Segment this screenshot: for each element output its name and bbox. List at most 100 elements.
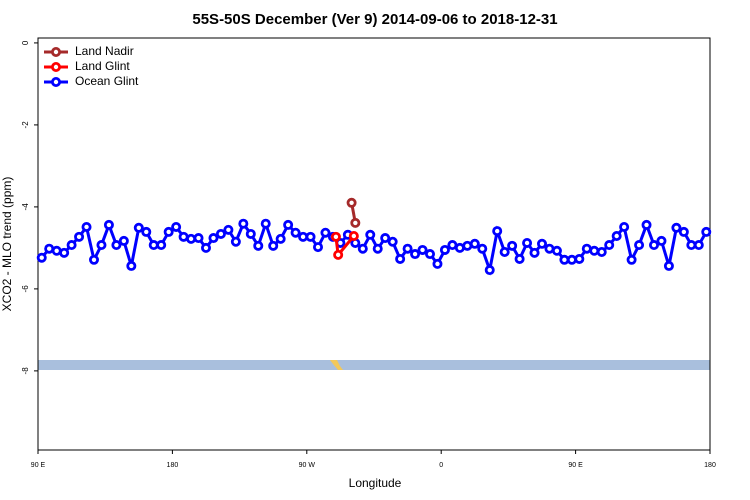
point	[395, 253, 406, 264]
point	[238, 218, 249, 229]
point	[111, 240, 122, 251]
point	[671, 222, 682, 233]
legend-label: Land Nadir	[75, 44, 134, 58]
point	[305, 231, 316, 242]
point	[417, 244, 428, 255]
y-tick-label: -8	[21, 367, 30, 375]
point	[186, 233, 197, 244]
legend-label: Ocean Glint	[75, 74, 139, 88]
x-tick-label: 90 W	[299, 462, 316, 469]
x-tick-label: 0	[439, 462, 443, 469]
point	[649, 240, 660, 251]
point	[439, 244, 450, 255]
y-tick-label: 0	[21, 40, 30, 45]
point	[469, 238, 480, 249]
point	[89, 254, 100, 265]
point	[424, 249, 435, 260]
point	[492, 226, 503, 237]
point	[514, 253, 525, 264]
point	[656, 235, 667, 246]
point	[126, 260, 137, 271]
point	[574, 253, 585, 264]
point	[163, 226, 174, 237]
point	[96, 240, 107, 251]
map-strip	[38, 360, 710, 370]
y-axis-label: XCO2 - MLO trend (ppm)	[0, 177, 14, 312]
plot-frame	[37, 37, 711, 451]
point	[253, 240, 264, 251]
point	[141, 226, 152, 237]
point	[118, 235, 129, 246]
point	[499, 246, 510, 257]
point	[626, 254, 637, 265]
point	[589, 245, 600, 256]
point	[484, 265, 495, 276]
point	[171, 221, 182, 232]
point	[350, 217, 361, 228]
point	[619, 221, 630, 232]
point	[529, 247, 540, 258]
point	[103, 219, 114, 230]
point	[402, 243, 413, 254]
point	[522, 237, 533, 248]
point	[346, 197, 357, 208]
legend-marker	[51, 77, 62, 88]
point	[357, 243, 368, 254]
chart-title: 55S-50S December (Ver 9) 2014-09-06 to 2…	[192, 11, 557, 28]
point	[268, 240, 279, 251]
map-land	[330, 360, 343, 370]
point	[663, 260, 674, 271]
point	[215, 228, 226, 239]
point	[66, 240, 77, 251]
point	[477, 243, 488, 254]
point	[678, 226, 689, 237]
point	[551, 245, 562, 256]
x-tick-label: 90 E	[31, 462, 46, 469]
point	[387, 236, 398, 247]
point	[320, 227, 331, 238]
point	[260, 218, 271, 229]
point	[223, 224, 234, 235]
point	[507, 240, 518, 251]
point	[701, 226, 712, 237]
point	[641, 219, 652, 230]
point	[245, 228, 256, 239]
point	[312, 242, 323, 253]
point	[156, 240, 167, 251]
point	[81, 221, 92, 232]
legend-marker	[51, 47, 62, 58]
point	[372, 243, 383, 254]
point	[611, 231, 622, 242]
point	[208, 233, 219, 244]
point	[348, 231, 359, 242]
x-axis-label: Longitude	[349, 476, 402, 490]
point	[36, 252, 47, 263]
point	[693, 240, 704, 251]
y-tick-label: -6	[21, 285, 30, 293]
x-tick-label: 180	[704, 462, 716, 469]
point	[193, 233, 204, 244]
point	[133, 222, 144, 233]
point	[330, 231, 341, 242]
point	[200, 242, 211, 253]
x-tick-label: 180	[167, 462, 179, 469]
y-tick-label: -4	[21, 203, 30, 211]
point	[604, 240, 615, 251]
point	[380, 233, 391, 244]
point	[333, 249, 344, 260]
point	[410, 249, 421, 260]
y-tick-label: -2	[21, 121, 30, 129]
x-tick-label: 90 E	[568, 462, 583, 469]
point	[365, 229, 376, 240]
point	[566, 254, 577, 265]
point	[596, 246, 607, 257]
point	[230, 236, 241, 247]
point	[634, 240, 645, 251]
legend-label: Land Glint	[75, 59, 130, 73]
point	[275, 233, 286, 244]
point	[290, 227, 301, 238]
point	[74, 231, 85, 242]
legend-marker	[51, 62, 62, 73]
point	[432, 258, 443, 269]
